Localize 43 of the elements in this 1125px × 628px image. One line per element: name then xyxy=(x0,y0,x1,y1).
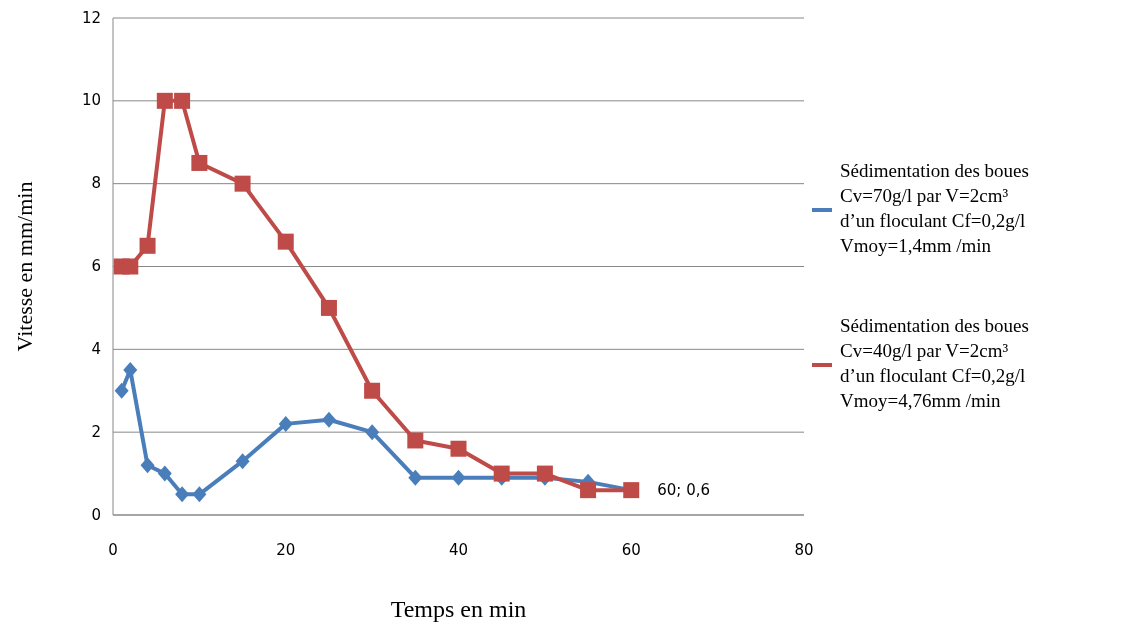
point xyxy=(451,469,466,486)
point xyxy=(580,482,597,499)
point xyxy=(365,424,380,441)
point xyxy=(450,440,467,457)
point xyxy=(175,486,190,503)
legend-label: Sédimentation des boues Cv=70g/l par V=2cm³ d’un floculant Cf=0,2g/l Vmoy=1,4mm /min xyxy=(840,159,1029,256)
point xyxy=(156,92,173,109)
y-tick-label: 2 xyxy=(91,422,101,441)
x-tick-label: 20 xyxy=(276,541,296,559)
point xyxy=(192,486,207,503)
x-tick-label: 60 xyxy=(621,541,641,559)
point xyxy=(234,175,251,192)
x-axis-title: Temps en min xyxy=(390,596,527,622)
y-tick-label: 8 xyxy=(91,174,101,193)
y-tick-label: 6 xyxy=(91,257,101,275)
point xyxy=(407,432,424,449)
x-tick-label: 0 xyxy=(108,541,118,559)
point xyxy=(321,411,336,428)
y-tick-label: 0 xyxy=(91,505,101,524)
point xyxy=(174,92,191,109)
annotation: 60; 0,6 xyxy=(657,480,711,499)
point xyxy=(139,237,156,254)
point xyxy=(277,233,294,250)
point xyxy=(114,382,129,399)
x-tick-label: 80 xyxy=(794,541,814,559)
point xyxy=(122,258,139,275)
point xyxy=(140,457,155,474)
y-axis-title: Vitesse en mm/min xyxy=(12,181,37,352)
point xyxy=(320,299,337,316)
point xyxy=(123,362,138,379)
y-tick-label: 12 xyxy=(81,8,101,27)
point xyxy=(493,465,510,482)
point xyxy=(235,453,250,470)
point xyxy=(157,465,172,482)
y-tick-label: 10 xyxy=(81,91,101,110)
point xyxy=(408,469,423,486)
point xyxy=(191,154,208,171)
point xyxy=(364,382,381,399)
y-tick-label: 4 xyxy=(91,339,101,358)
legend-label: Sédimentation des boues Cv=40g/l par V=2cm³ d’un floculant Cf=0,2g/l Vmoy=4,76mm /min xyxy=(840,314,1029,411)
x-tick-label: 40 xyxy=(448,541,469,559)
point xyxy=(536,465,553,482)
point xyxy=(278,415,293,432)
